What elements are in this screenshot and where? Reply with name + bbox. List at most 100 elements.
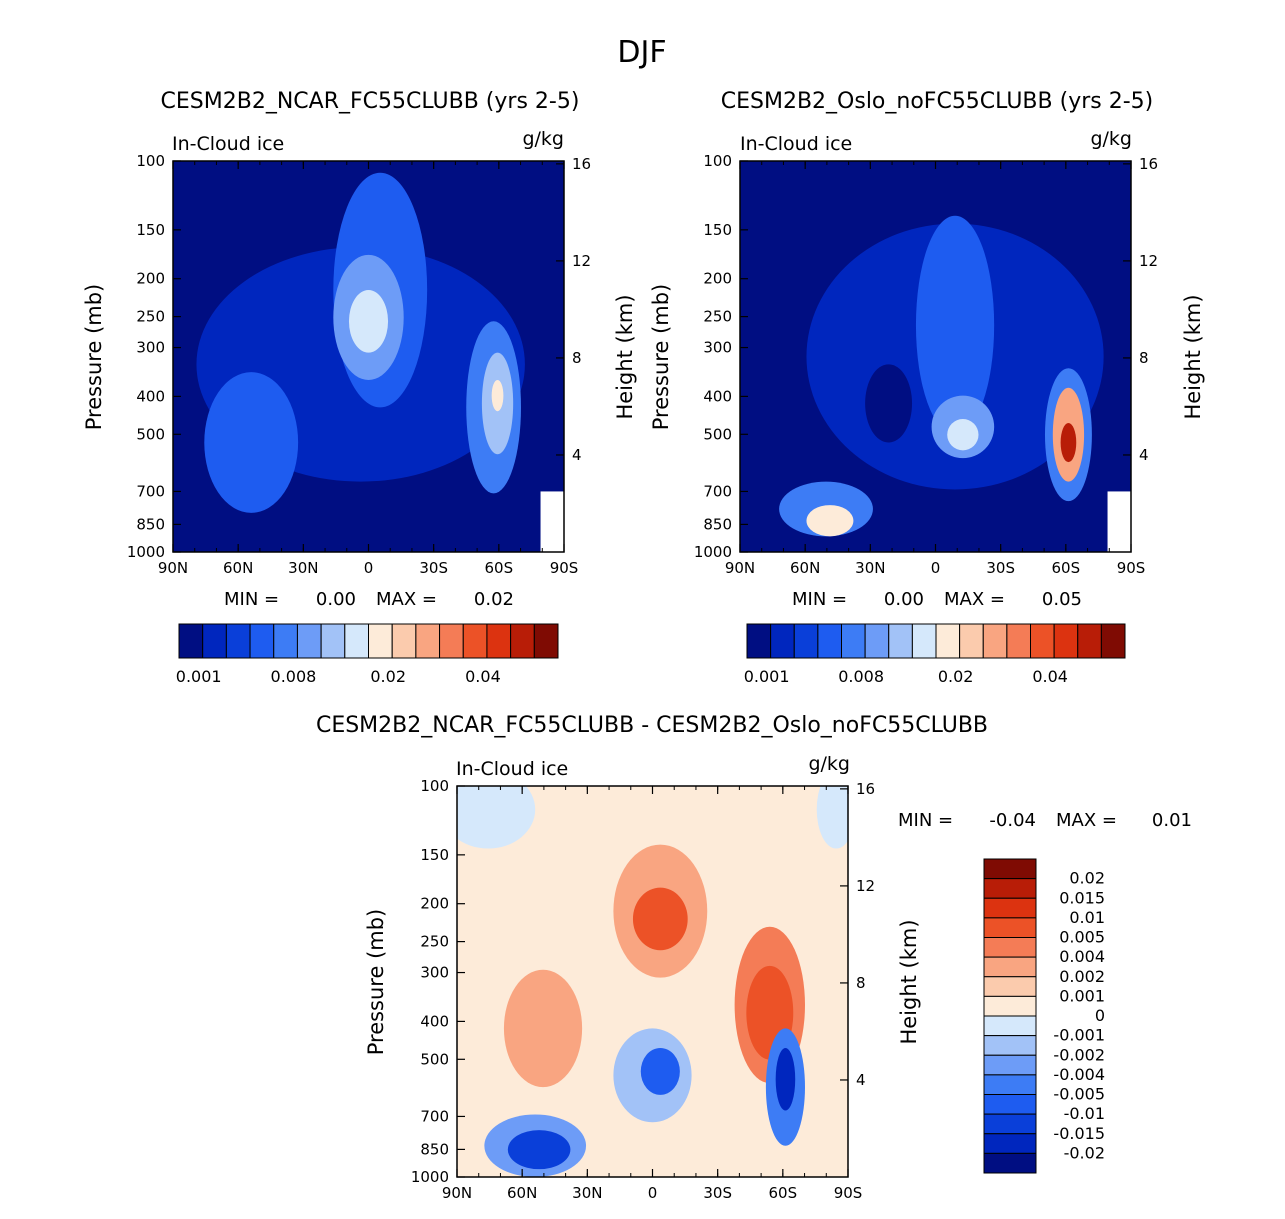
y-right-tick-label: 12: [856, 877, 875, 895]
colorbar-swatch: [983, 956, 1037, 978]
colorbar-label: -0.001: [1053, 1026, 1105, 1045]
colorbar-swatch: [983, 1094, 1037, 1115]
x-tick-label: 0: [648, 1184, 658, 1202]
colorbar-swatch: [911, 623, 937, 659]
colorbar-swatch: [1077, 623, 1102, 659]
contour-trop-neg-core: [640, 1047, 680, 1095]
contour-sh-neg-core: [775, 1047, 796, 1111]
colorbar-label: 0.005: [1059, 928, 1105, 947]
max-value: 0.05: [1042, 589, 1082, 610]
colorbar-swatch: [368, 623, 393, 659]
y-tick-label: 500: [703, 425, 732, 443]
panel-title: CESM2B2_NCAR_FC55CLUBB - CESM2B2_Oslo_no…: [316, 713, 988, 738]
y-tick-label: 1000: [694, 543, 732, 561]
colorbar-swatch: [1030, 623, 1055, 659]
colorbar-label: 0.004: [1059, 947, 1105, 966]
colorbar-label: 0.001: [744, 667, 790, 686]
y-axis-label: Pressure (mb): [364, 909, 388, 1056]
y-tick-label: 250: [420, 933, 449, 951]
y-axis-label: Pressure (mb): [649, 284, 673, 431]
y-tick-label: 400: [420, 1012, 449, 1030]
colorbar-swatch: [983, 917, 1037, 938]
colorbar-label: 0.015: [1059, 888, 1105, 907]
contour-trop-inner: [348, 290, 389, 353]
panel-difference: CESM2B2_NCAR_FC55CLUBB - CESM2B2_Oslo_no…: [316, 713, 1192, 1202]
units-label: g/kg: [1090, 128, 1132, 150]
x-tick-label: 30S: [986, 559, 1015, 577]
colorbar-swatch: [888, 623, 913, 659]
colorbar-swatch: [983, 1133, 1037, 1154]
y-right-tick-label: 16: [572, 155, 591, 173]
units-label: g/kg: [522, 128, 564, 150]
colorbar-swatch: [983, 1113, 1037, 1135]
colorbar-swatch: [983, 976, 1037, 997]
colorbar-swatch: [1006, 623, 1031, 659]
colorbar-swatch: [770, 623, 795, 659]
colorbar-swatch: [510, 623, 535, 659]
colorbar-swatch: [864, 623, 890, 659]
colorbar-swatch: [841, 623, 866, 659]
min-label: MIN =: [224, 589, 279, 610]
variable-label: In-Cloud ice: [456, 758, 568, 780]
y-right-tick-label: 8: [572, 349, 582, 367]
colorbar-swatch: [793, 623, 819, 659]
x-tick-label: 30S: [419, 559, 448, 577]
max-label: MAX =: [376, 589, 437, 610]
y-tick-label: 500: [420, 1050, 449, 1068]
contour-nh-low-neg-core: [507, 1130, 571, 1170]
colorbar-label: 0.008: [271, 667, 317, 686]
x-tick-label: 0: [364, 559, 374, 577]
y-tick-label: 300: [703, 339, 732, 357]
panel-ncar: CESM2B2_NCAR_FC55CLUBB (yrs 2-5) In-Clou…: [82, 89, 637, 686]
colorbar-label: 0.01: [1069, 908, 1105, 927]
colorbar-label: 0.008: [838, 667, 884, 686]
colorbar-swatch: [983, 1015, 1037, 1037]
contour-nh-low-core: [806, 505, 854, 537]
y-tick-label: 100: [136, 152, 165, 170]
y-right-axis-label: Height (km): [613, 294, 637, 419]
colorbar-swatch: [746, 623, 772, 659]
colorbar-swatch: [935, 623, 961, 659]
colorbar-swatch: [344, 623, 369, 659]
y-tick-label: 850: [420, 1140, 449, 1158]
colorbar: 0.001 0.008 0.02 0.04: [744, 623, 1126, 686]
colorbar-swatch: [983, 1152, 1037, 1174]
contour-fields: [457, 786, 848, 1177]
colorbar-swatch: [983, 897, 1037, 919]
colorbar-label: 0.002: [1059, 967, 1105, 986]
y-right-tick-label: 8: [1139, 349, 1149, 367]
x-tick-label: 90S: [550, 559, 579, 577]
y-right-tick-label: 4: [856, 1071, 866, 1089]
colorbar-swatch: [983, 1054, 1037, 1076]
y-tick-label: 200: [703, 270, 732, 288]
contour-sh-plume-core: [1060, 422, 1077, 463]
x-tick-label: 60N: [507, 1184, 537, 1202]
y-tick-label: 250: [703, 308, 732, 326]
colorbar-swatch: [983, 1074, 1037, 1095]
colorbar-swatch: [391, 623, 417, 659]
colorbar-swatch: [486, 623, 512, 659]
colorbar-swatch: [415, 623, 441, 659]
colorbar-swatch: [273, 623, 298, 659]
colorbar-swatch: [959, 623, 984, 659]
colorbar-label: 0.001: [1059, 986, 1105, 1005]
y-tick-label: 150: [703, 221, 732, 239]
colorbar-swatch: [1053, 623, 1079, 659]
x-tick-label: 60S: [769, 1184, 798, 1202]
colorbar-swatch: [320, 623, 346, 659]
x-tick-label: 90N: [158, 559, 188, 577]
y-tick-label: 1000: [127, 543, 165, 561]
y-tick-label: 400: [136, 387, 165, 405]
y-tick-label: 300: [420, 964, 449, 982]
terrain-mask: [540, 491, 564, 552]
colorbar-swatch: [225, 623, 251, 659]
y-right-axis-label: Height (km): [897, 919, 921, 1044]
colorbar-label: -0.004: [1053, 1065, 1105, 1084]
y-tick-label: 850: [703, 515, 732, 533]
y-tick-label: 700: [136, 482, 165, 500]
colorbar-label: 0.02: [370, 667, 406, 686]
x-tick-label: 90S: [834, 1184, 863, 1202]
y-right-tick-label: 16: [1139, 155, 1158, 173]
min-value: 0.00: [316, 589, 356, 610]
